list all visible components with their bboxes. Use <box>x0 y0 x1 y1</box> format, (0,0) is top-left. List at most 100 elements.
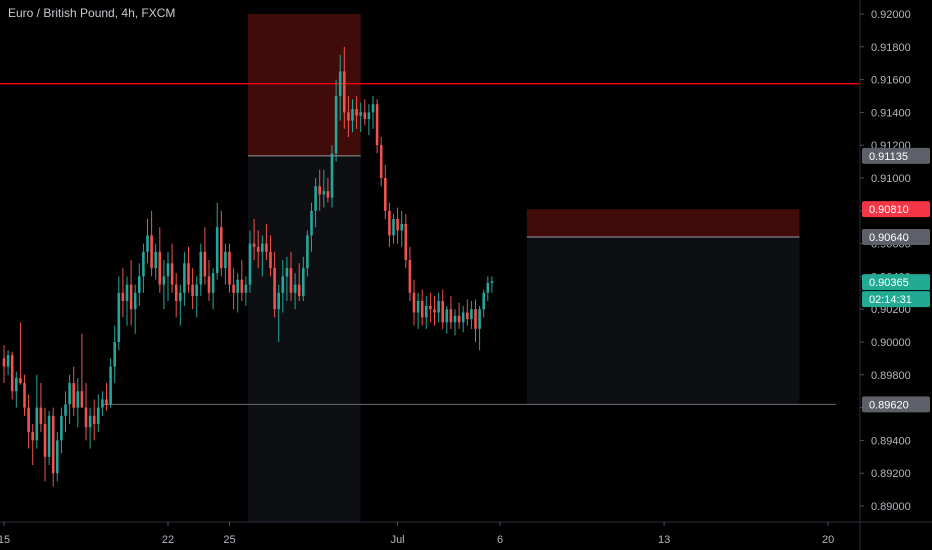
candle-body <box>302 268 305 297</box>
candle <box>232 268 235 310</box>
candle <box>334 79 338 162</box>
candle-body <box>396 219 399 231</box>
candle <box>429 292 432 323</box>
candle-body <box>113 342 116 367</box>
candle-body <box>224 251 227 269</box>
candle <box>457 302 461 329</box>
candle <box>215 202 219 280</box>
candle-body <box>121 292 125 301</box>
price-tag: 0.90365 <box>862 274 930 291</box>
candle <box>281 260 285 313</box>
price-tag-bg <box>862 147 930 164</box>
candle-body <box>174 284 178 301</box>
x-tick-label: 15 <box>0 534 10 546</box>
candle <box>408 246 412 301</box>
candle <box>310 202 313 252</box>
candle <box>113 325 116 383</box>
candle-body <box>244 284 248 293</box>
candle-body <box>203 251 207 277</box>
candle <box>72 366 75 416</box>
candle-body <box>466 312 469 320</box>
candle <box>400 210 403 247</box>
candle <box>187 246 190 293</box>
candle-body <box>215 227 219 274</box>
candle <box>125 276 129 326</box>
candle <box>183 251 186 306</box>
countdown-tag: 02:14:31 <box>862 291 930 308</box>
candle-body <box>486 282 490 293</box>
candle <box>228 243 231 293</box>
candle <box>84 383 88 441</box>
candle-body <box>441 301 444 323</box>
candle <box>35 374 39 449</box>
candle-body <box>433 309 436 313</box>
candle-body <box>293 284 297 293</box>
candle-body <box>252 243 256 247</box>
x-tick-label: 13 <box>658 534 670 546</box>
candle-body <box>334 96 338 154</box>
candle-body <box>379 145 383 178</box>
candle-body <box>232 284 235 293</box>
candle-body <box>195 284 198 297</box>
candle <box>211 268 215 310</box>
candle <box>302 256 305 301</box>
candle <box>273 251 276 318</box>
candle-body <box>371 104 375 113</box>
candle <box>240 260 244 301</box>
candle-body <box>248 243 252 285</box>
candle <box>129 260 133 326</box>
candle-body <box>228 251 231 285</box>
candle <box>121 268 125 318</box>
candle <box>482 289 485 318</box>
candle-body <box>146 235 149 252</box>
candle <box>351 99 354 133</box>
candle-body <box>88 415 92 428</box>
candle-body <box>138 276 141 293</box>
candle-body <box>64 404 67 416</box>
candle-body <box>179 292 182 301</box>
candle <box>416 292 420 329</box>
candle <box>404 214 408 269</box>
candle <box>461 305 465 333</box>
x-tick-label: Jul <box>391 534 405 546</box>
candle <box>105 383 108 411</box>
stop-zone-0 <box>248 14 361 156</box>
candle <box>138 263 141 306</box>
candle <box>420 289 424 326</box>
candle <box>195 276 198 318</box>
candle <box>117 276 121 351</box>
candle <box>109 358 112 408</box>
stop-zone-2 <box>526 209 800 238</box>
candle-body <box>191 284 194 297</box>
candle <box>392 214 395 244</box>
candle-body <box>281 276 285 293</box>
candle-body <box>109 366 112 405</box>
candle <box>56 432 59 482</box>
candle-body <box>347 112 350 121</box>
candle-body <box>31 432 34 441</box>
y-tick-label: 0.91600 <box>871 75 911 87</box>
candle-body <box>240 279 244 293</box>
candle <box>338 55 342 121</box>
candle-body <box>207 276 211 293</box>
candle-body <box>412 292 416 313</box>
candle <box>318 169 321 211</box>
candle <box>2 345 6 383</box>
candle <box>330 145 334 208</box>
candle-body <box>47 415 51 457</box>
candle <box>486 276 490 301</box>
candle <box>19 322 22 385</box>
candle-body <box>363 112 367 119</box>
candle <box>445 305 449 334</box>
candle <box>31 424 34 465</box>
candle <box>88 407 92 449</box>
candle <box>384 164 387 219</box>
candle-body <box>2 358 6 367</box>
candle-body <box>43 424 47 457</box>
candle-body <box>322 191 326 195</box>
candle-body <box>343 71 346 113</box>
candle-body <box>51 415 55 474</box>
candle-body <box>449 309 453 323</box>
